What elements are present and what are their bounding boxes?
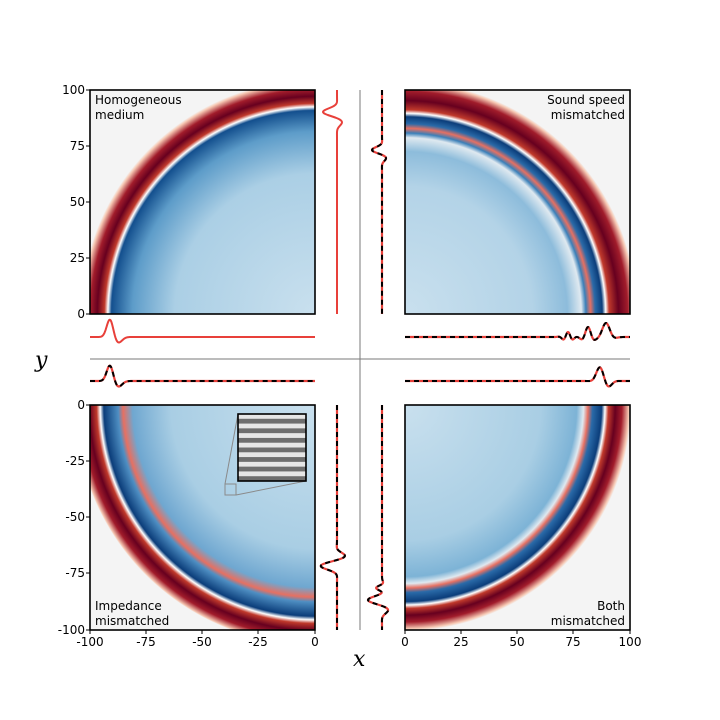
tick-label-y: 100 [62, 83, 85, 97]
tick-label-x: 25 [453, 635, 468, 649]
panel-both: Both mismatched [404, 404, 631, 631]
tick-label-x: 50 [509, 635, 524, 649]
tick-label-y: 0 [77, 307, 85, 321]
trace-impedance-horizontal-black [89, 364, 316, 388]
tick-label-y: -75 [65, 566, 85, 580]
tick-label-x: 75 [565, 635, 580, 649]
tick-label-x: 0 [401, 635, 409, 649]
inset-zoom [224, 413, 307, 496]
tick-label-y: -100 [58, 623, 85, 637]
trace-homogeneous-vertical [322, 89, 343, 315]
axis-label-x: x [353, 647, 366, 672]
tick-label-x: -50 [192, 635, 212, 649]
tick-label-y: -25 [65, 454, 85, 468]
panel-homogeneous: Homogeneous medium [89, 89, 316, 315]
trace-sound-speed-vertical-black [370, 89, 388, 315]
panel-impedance-label-line2: mismatched [95, 614, 169, 628]
panel-sound-speed-frame [404, 89, 631, 315]
inset-stripe [238, 466, 306, 472]
inset-frame [237, 413, 307, 482]
inset-connector-top [224, 413, 239, 485]
trace-both-vertical-black [366, 404, 390, 631]
axis-label-y: y [34, 348, 48, 373]
trace-sound-speed-horizontal-black [404, 322, 631, 341]
inset-stripe [238, 447, 306, 453]
ticks-x-left: -100 -75 -50 -25 0 [76, 630, 319, 649]
tick-label-y: -50 [65, 510, 85, 524]
tick-label-y: 0 [77, 398, 85, 412]
trace-impedance-vertical-black [319, 404, 346, 631]
ticks-y-bottom: 0 -25 -50 -75 -100 [58, 398, 90, 637]
panel-both-label-line1: Both [597, 599, 625, 613]
inset-stripes [238, 414, 306, 481]
inset-stripe [238, 428, 306, 434]
inset-source-box [224, 483, 237, 496]
panel-sound-speed-label-line2: mismatched [551, 108, 625, 122]
panel-both-wavefield [405, 405, 630, 630]
trace-sound-speed-vertical-red [370, 89, 388, 315]
inset-stripe [238, 457, 306, 462]
inset-stripe [238, 437, 306, 443]
panel-sound-speed: Sound speed mismatched [404, 89, 631, 315]
trace-both-horizontal-red [404, 366, 631, 388]
panel-impedance-label-line1: Impedance [95, 599, 162, 613]
ticks-y-top: 100 75 50 25 0 [62, 83, 90, 321]
trace-both-vertical-red [366, 404, 390, 631]
tick-label-x: 100 [619, 635, 642, 649]
trace-group [89, 89, 631, 631]
tick-label-y: 50 [70, 195, 85, 209]
panel-sound-speed-label-line1: Sound speed [547, 93, 625, 107]
tick-label-x: -75 [136, 635, 156, 649]
tick-label-x: 0 [311, 635, 319, 649]
inset-connector-bottom [235, 480, 307, 496]
tick-label-y: 75 [70, 139, 85, 153]
panel-homogeneous-label-line2: medium [95, 108, 144, 122]
tick-label-x: -25 [248, 635, 268, 649]
tick-label-y: 25 [70, 251, 85, 265]
ticks-x-right: 0 25 50 75 100 [401, 630, 641, 649]
inset-stripe [238, 418, 306, 424]
panel-sound-speed-wavefield [405, 90, 630, 314]
tick-label-x: -100 [76, 635, 103, 649]
panel-homogeneous-label-line1: Homogeneous [95, 93, 182, 107]
trace-impedance-vertical-red [319, 404, 347, 631]
panel-both-label-line2: mismatched [551, 614, 625, 628]
inset-stripe [238, 476, 306, 481]
trace-both-horizontal-black [404, 366, 631, 388]
panel-homogeneous-wavefield [90, 90, 315, 314]
trace-homogeneous-horizontal [89, 318, 316, 344]
panel-impedance: Impedance mismatched [89, 404, 316, 631]
